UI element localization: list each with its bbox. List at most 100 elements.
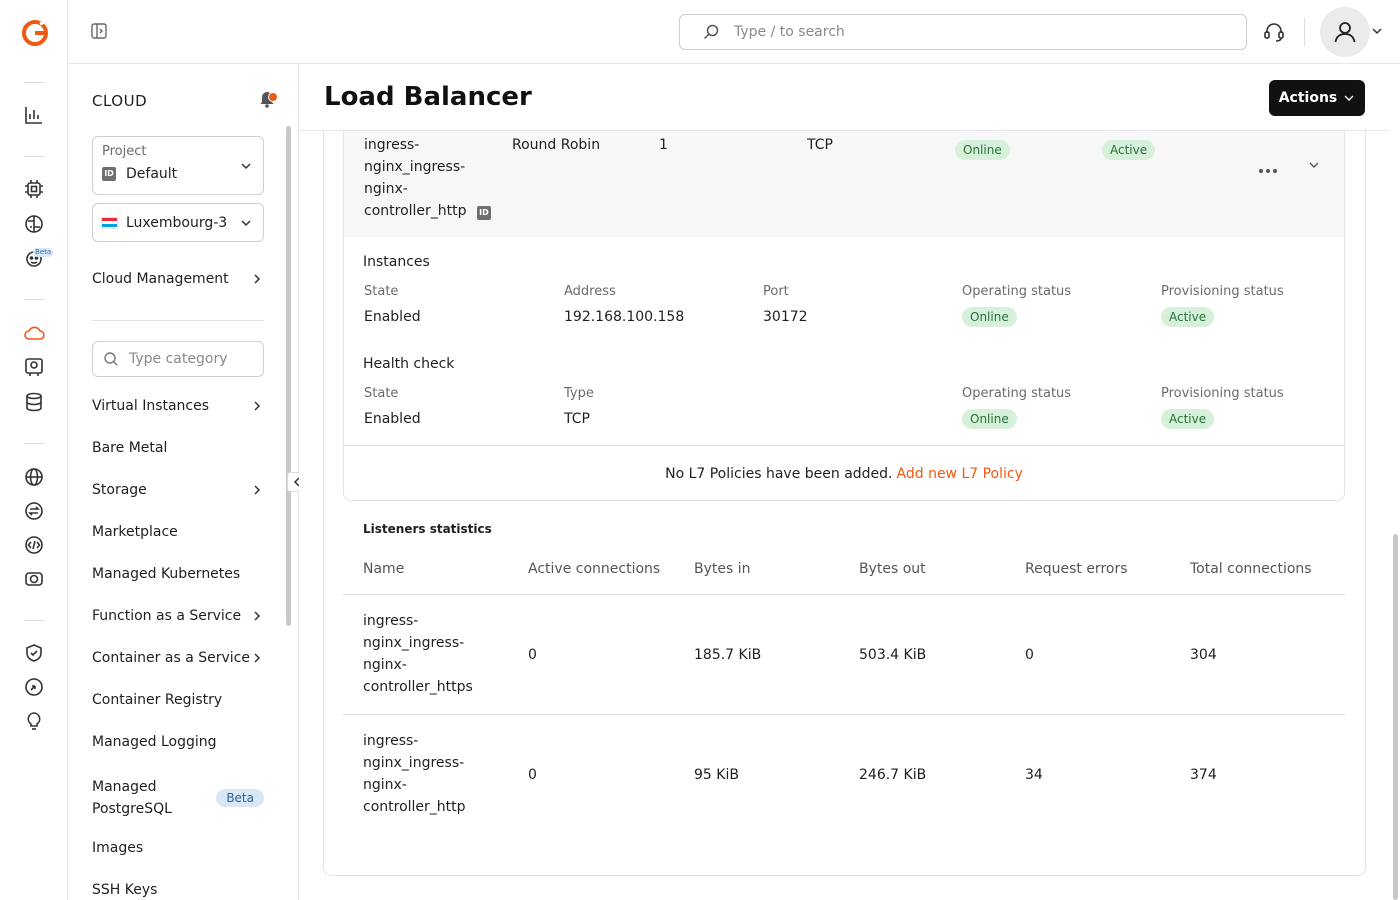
sidebar-item-label: Bare Metal [92,440,168,456]
sidebar-item-label: Managed Logging [92,734,217,750]
sidebar-item-function-as-a-service[interactable]: Function as a Service [92,608,264,624]
panel-scrollbar[interactable] [286,126,291,626]
sidebar-item-virtual-instances[interactable]: Virtual Instances [92,398,264,414]
bell-icon[interactable] [256,86,280,110]
shield-icon[interactable] [22,641,46,665]
more-options-icon[interactable] [1258,162,1278,178]
listeners-statistics-title: Listeners statistics [363,522,492,536]
sidebar-item-label: Storage [92,482,147,498]
gpu-icon[interactable] [22,355,46,379]
hand-icon[interactable] [22,675,46,699]
instances-header-provisioning-status: Provisioning status [1161,284,1284,299]
health-header-operating-status: Operating status [962,386,1072,401]
brain-icon[interactable] [22,212,46,236]
topbar-divider [1304,18,1305,46]
instances-header-port: Port [763,284,789,299]
status-badge: Online [962,307,1017,327]
luxembourg-flag-icon [101,216,118,229]
instances-title: Instances [363,254,430,270]
sidebar-item-label: Container as a Service [92,650,250,666]
name-line: nginx_ingress- [363,635,465,651]
add-l7-policy-link[interactable]: Add new L7 Policy [896,465,1023,482]
stats-col-active-connections: Active connections [528,561,661,577]
sidebar-item-managed-kubernetes[interactable]: Managed Kubernetes [92,566,264,582]
chart-icon[interactable] [22,103,46,127]
stats-row-active: 0 [528,647,537,663]
instances-header-operating-status: Operating status [962,284,1072,299]
sidebar-item-managed-postgresql[interactable]: Managed PostgreSQL Beta [92,776,264,820]
name-line: controller_https [363,679,473,695]
health-check-title: Health check [363,356,455,372]
video-icon[interactable] [22,567,46,591]
database-icon[interactable] [22,390,46,414]
region-value: Luxembourg-3 [126,214,228,231]
sidebar-item-container-registry[interactable]: Container Registry [92,692,264,708]
sidebar-item-label: SSH Keys [92,882,158,898]
project-label: Project [102,144,147,159]
table-row[interactable]: ingress- nginx_ingress- nginx- controlle… [343,715,1345,835]
health-header-provisioning-status: Provisioning status [1161,386,1284,401]
sidebar-item-bare-metal[interactable]: Bare Metal [92,440,264,456]
main-scrollbar[interactable] [1393,534,1398,900]
stats-row-name: ingress- nginx_ingress- nginx- controlle… [363,730,466,818]
page-title: Load Balancer [324,82,532,112]
sidebar-item-marketplace[interactable]: Marketplace [92,524,264,540]
status-badge: Online [962,409,1017,429]
sidebar-item-label: Managed PostgreSQL [92,776,172,820]
sidebar-item-images[interactable]: Images [92,840,264,856]
health-header-state: State [364,386,399,401]
exchange-icon[interactable] [22,499,46,523]
name-line: nginx- [363,657,407,673]
actions-button[interactable]: Actions [1269,80,1365,116]
cloud-management-label: Cloud Management [92,271,229,287]
panel-divider [92,320,264,321]
globe-icon[interactable] [22,465,46,489]
id-badge-icon[interactable]: ID [476,206,491,220]
sidebar-item-ssh-keys[interactable]: SSH Keys [92,882,264,898]
stats-col-request-errors: Request errors [1025,561,1128,577]
instances-header-address: Address [564,284,616,299]
sidebar-item-storage[interactable]: Storage [92,482,264,498]
global-search-input[interactable]: Type / to search [679,14,1247,50]
status-badge: Active [1102,140,1156,160]
sidebar-item-label: Marketplace [92,524,178,540]
chevron-right-icon [254,274,261,284]
top-bar: Type / to search [68,0,1400,64]
health-type: TCP [564,411,590,427]
chevron-down-icon[interactable] [1307,158,1321,176]
stats-col-bytes-in: Bytes in [694,561,751,577]
support-headset-icon[interactable] [1262,20,1286,44]
sidebar-item-label-line2: PostgreSQL [92,801,172,817]
chip-icon[interactable] [22,177,46,201]
cloud-management-item[interactable]: Cloud Management [92,271,264,287]
chevron-right-icon [254,653,261,663]
listener-name-line: nginx_ingress- [364,159,466,175]
icon-rail: Beta [0,0,68,900]
sidebar-item-container-as-a-service[interactable]: Container as a Service [92,650,264,666]
chevron-down-icon[interactable] [1370,24,1386,40]
stats-col-name: Name [363,561,405,577]
project-select[interactable]: Project ID Default [92,136,264,195]
logo-icon[interactable] [22,20,48,46]
sidebar-item-managed-logging[interactable]: Managed Logging [92,734,264,750]
listener-name-line: ingress- [364,137,420,153]
rail-divider [24,156,44,157]
name-line: ingress- [363,613,419,629]
sidebar-toggle-icon[interactable] [90,22,110,42]
cloud-side-panel: CLOUD Project ID Default Luxembourg-3 Cl… [68,64,299,900]
cloud-icon[interactable] [22,321,46,345]
user-avatar[interactable] [1320,7,1370,57]
stats-row-bytes-out: 503.4 KiB [859,647,927,663]
listener-detail-card: ingress- nginx_ingress- nginx- controlle… [343,94,1345,501]
instances-header-state: State [364,284,399,299]
code-icon[interactable] [22,533,46,557]
listener-algorithm: Round Robin [512,137,601,153]
table-row[interactable]: ingress- nginx_ingress- nginx- controlle… [343,595,1345,715]
status-badge: Online [955,140,1010,160]
stats-table-header: Name Active connections Bytes in Bytes o… [343,546,1345,595]
stats-row-bytes-in: 95 KiB [694,767,739,783]
stats-row-active: 0 [528,767,537,783]
lightbulb-icon[interactable] [22,709,46,733]
region-select[interactable]: Luxembourg-3 [92,203,264,242]
category-search-input[interactable]: Type category [92,341,264,377]
